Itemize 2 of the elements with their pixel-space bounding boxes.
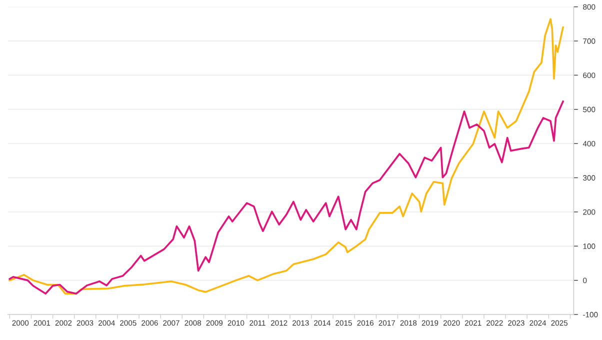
line-series [8,100,564,295]
line-series [8,18,564,295]
